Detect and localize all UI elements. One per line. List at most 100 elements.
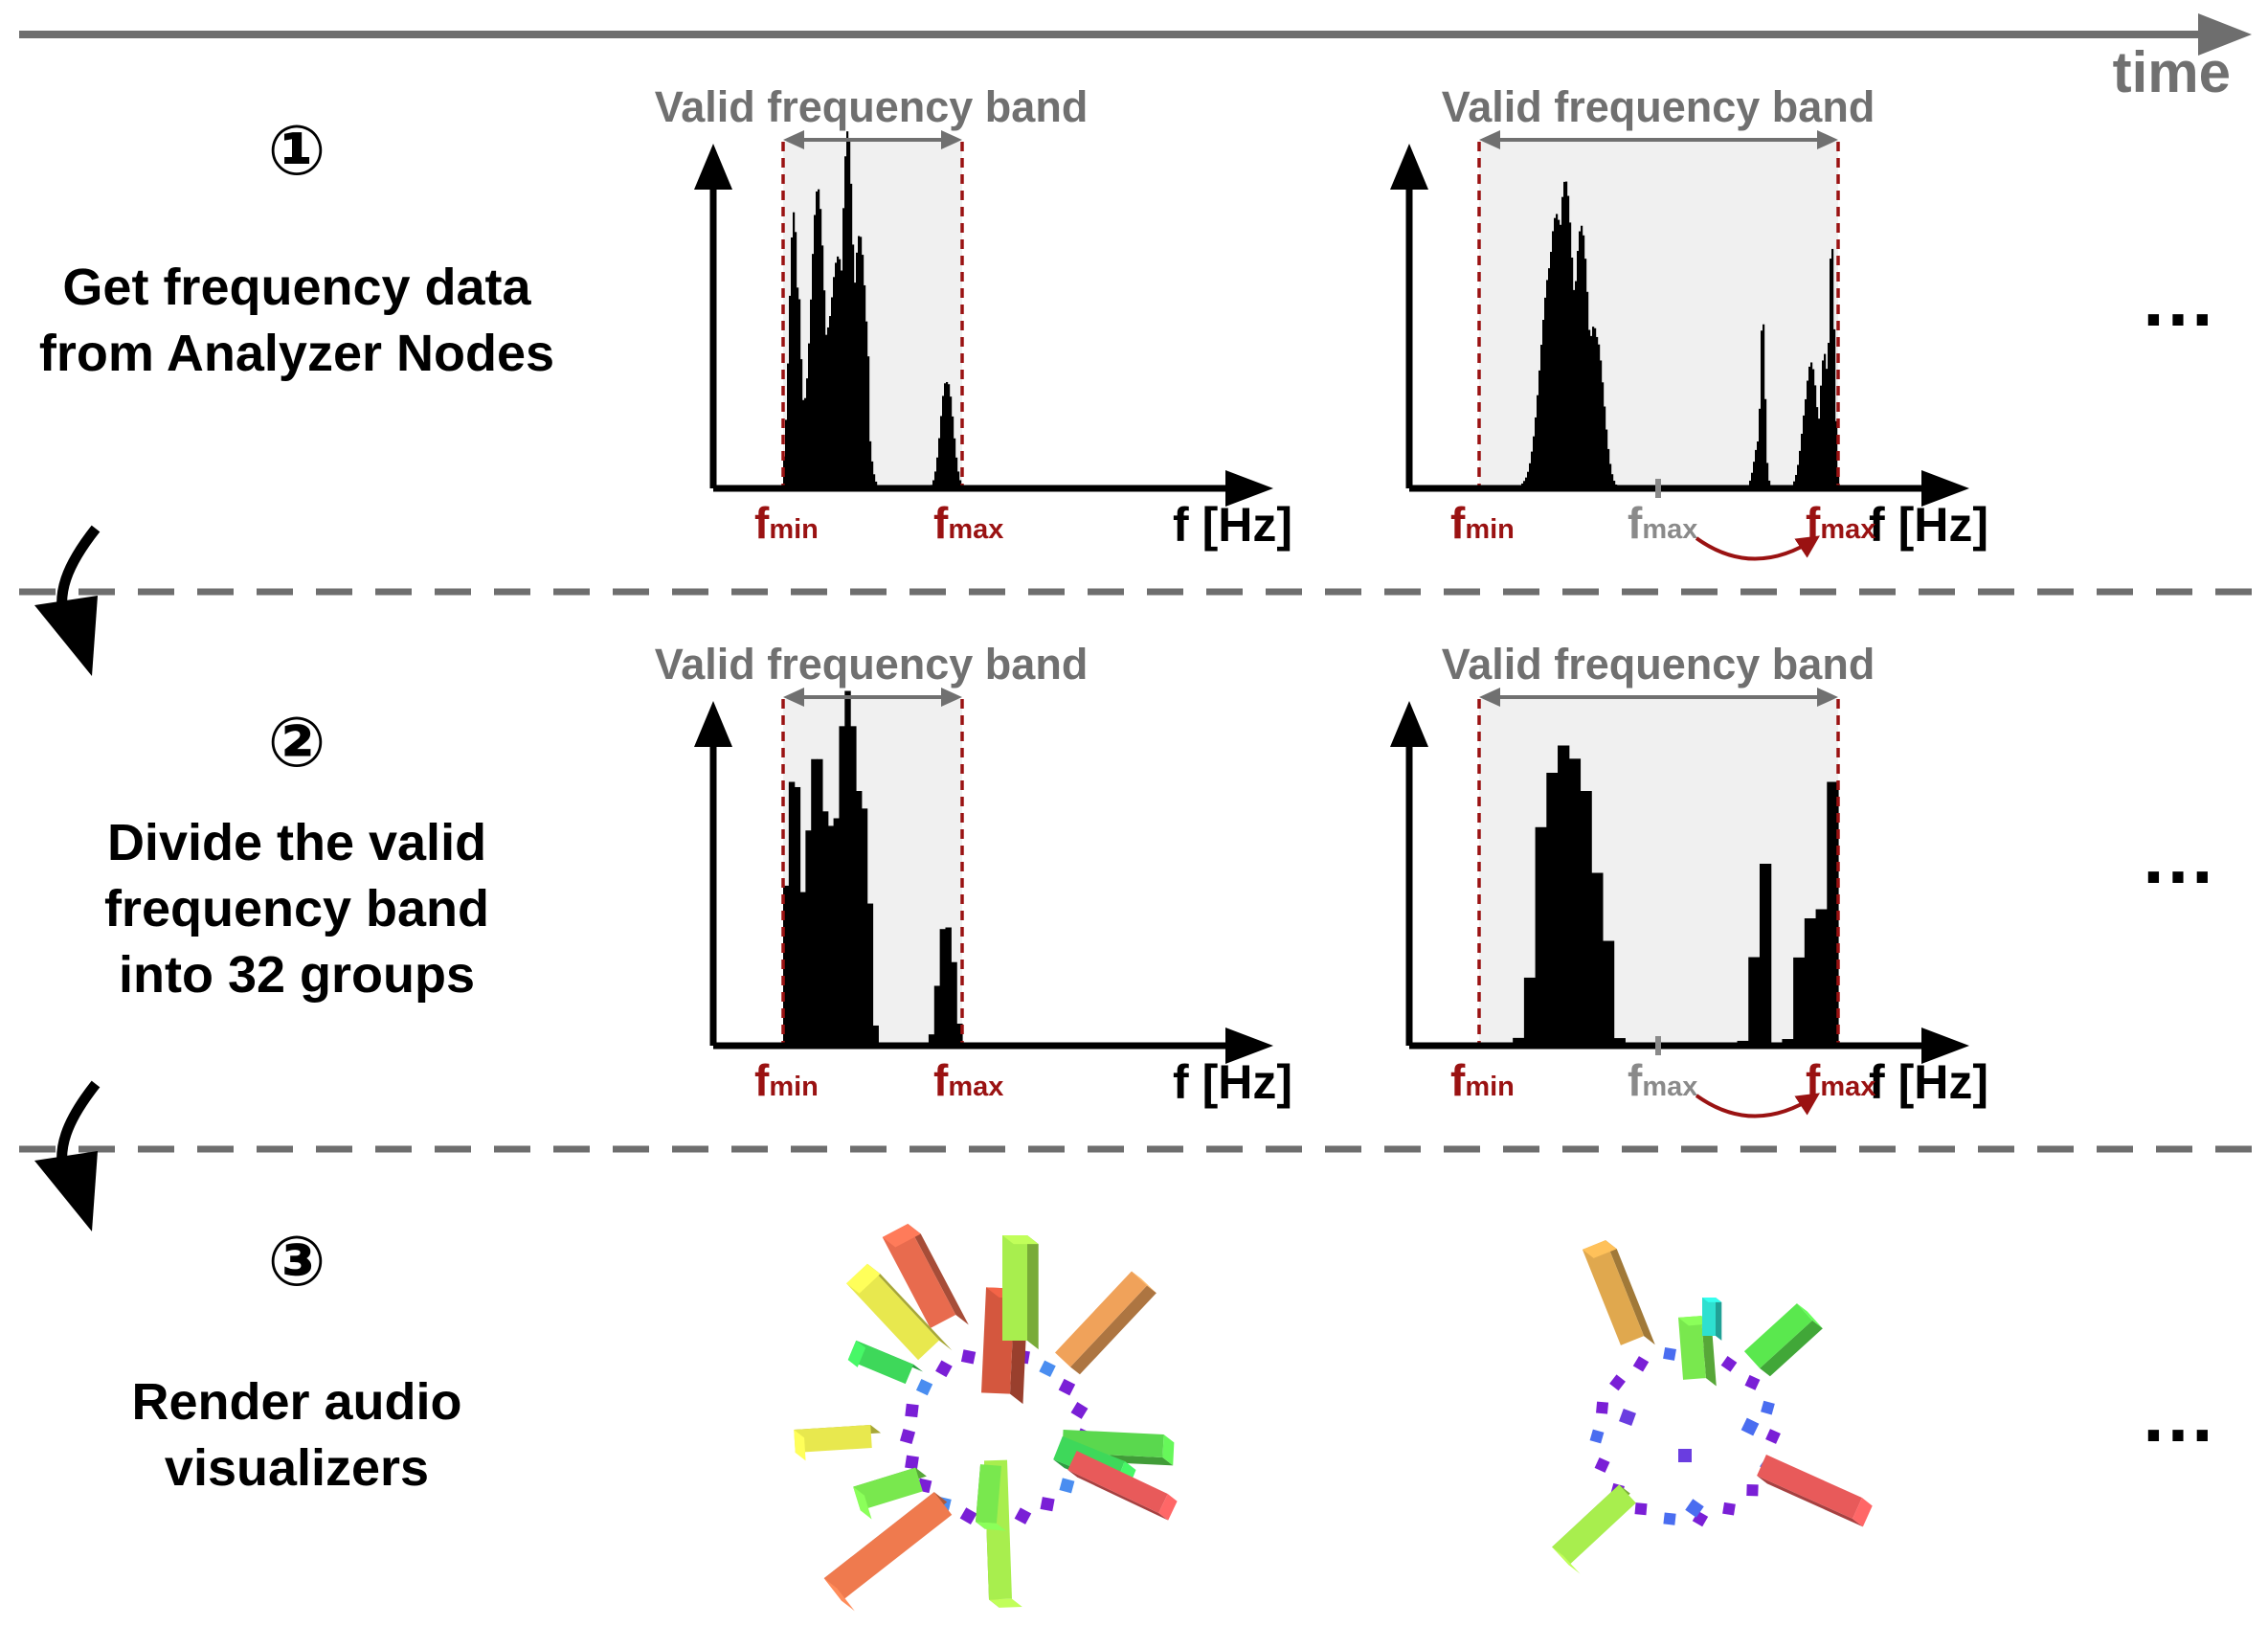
spectrum-bar [1820, 385, 1823, 488]
step-1-line-1: Get frequency data [62, 259, 531, 316]
visualizer-dot [1014, 1507, 1032, 1524]
spectrum-bar [802, 399, 805, 488]
bar-front [823, 1492, 953, 1601]
spectrum-bar [1808, 366, 1811, 488]
spectrum-bar [856, 252, 859, 488]
spectrum-bar [955, 457, 958, 488]
fmin-label: fmin [1450, 498, 1515, 548]
visualizer-bar [853, 1467, 927, 1520]
visualizer-bar [1743, 1303, 1823, 1377]
spectrum-bar [842, 208, 845, 488]
group-bar [1759, 864, 1772, 1046]
old-fmax-label-main: f [1628, 1055, 1643, 1105]
spectrum-bar [1598, 344, 1601, 488]
spectrum-bar [1768, 480, 1771, 488]
band-arrow-right-head [941, 130, 962, 149]
bar-cap [1853, 1498, 1873, 1527]
spectrum-bar [825, 334, 828, 488]
bar-side [1027, 1235, 1039, 1350]
step-2: ② Divide the valid frequency band into 3… [104, 702, 489, 1004]
spectrum-bar [1831, 248, 1834, 488]
spectrum-bar [839, 259, 842, 488]
spectrum-bar [1561, 196, 1564, 488]
spectrum-bar [1751, 472, 1754, 488]
visualizer-dot [1040, 1497, 1055, 1512]
spectrum-bar [1577, 251, 1580, 488]
visualizer-dot [1059, 1478, 1075, 1494]
spectrum-bar [1571, 258, 1574, 488]
fmin-label: fmin [754, 1055, 819, 1105]
spectrum-bar [1755, 449, 1758, 488]
spectrum-bar [1812, 369, 1815, 488]
visualizer-bar [1582, 1240, 1655, 1345]
spectrum-bar [940, 416, 943, 488]
visualizer-bar [794, 1425, 882, 1461]
group-bar [1568, 758, 1582, 1046]
bar-side [1760, 1320, 1823, 1377]
step-3-line-2: visualizers [165, 1439, 429, 1497]
group-bar [1613, 1038, 1626, 1046]
spectrum-bar [854, 282, 857, 488]
bar-cap [989, 1598, 1022, 1608]
spectrum-bar [1795, 474, 1798, 488]
spectrum-bar [1569, 222, 1572, 488]
spectrum-bar [1592, 327, 1595, 488]
spectrum-bar [823, 290, 826, 488]
fmin-label-main: f [754, 1055, 770, 1105]
fmax-label: fmax [933, 498, 1003, 548]
bar-cap [976, 1522, 1006, 1531]
visualizer-bar [823, 1492, 953, 1612]
spectrum-bar [957, 471, 960, 488]
spectrum-bar [1797, 464, 1800, 488]
group-bar [799, 892, 806, 1046]
group-bar [817, 758, 823, 1046]
spectrum-bar [1613, 481, 1616, 488]
spectrum-bars [783, 690, 963, 1046]
spectrum-bar [1548, 268, 1551, 488]
spectrum-bar [789, 295, 792, 488]
bar-cap [823, 1578, 855, 1612]
visualizer-bar [1067, 1451, 1178, 1521]
spectrum-bar [1600, 360, 1603, 488]
spectrum-bar [860, 237, 863, 488]
fmax-label-sub: max [948, 1072, 1003, 1102]
spectrum-bar [1828, 343, 1830, 488]
group-bar [855, 791, 863, 1046]
spectrum-bar [867, 356, 870, 488]
spectrum-bar [1588, 329, 1591, 488]
spectrum-bar [793, 212, 796, 489]
spectrum-bar [841, 270, 843, 488]
bar-cap [853, 1486, 872, 1520]
spectrum-bar [1830, 259, 1832, 488]
group-bar [821, 811, 829, 1046]
step-transition-arrow-1 [34, 525, 101, 676]
bar-cap [882, 1224, 921, 1248]
spectrum-bar [1527, 471, 1530, 488]
spectrum-bar [833, 277, 836, 488]
spectrum-bar [1833, 328, 1836, 488]
spectrum-bar [1546, 280, 1549, 488]
visualizer-bar [882, 1224, 969, 1328]
group-bar [839, 726, 845, 1046]
bar-cap [1702, 1298, 1722, 1302]
group-bar [866, 903, 874, 1046]
band-arrow-right-head [1817, 688, 1838, 707]
visualizer-bar [1702, 1298, 1722, 1341]
spectrum-bar [1749, 480, 1752, 488]
spectrum-bar [873, 474, 876, 488]
spectrum-bar [1805, 398, 1808, 488]
spectrum-bar [816, 191, 819, 488]
spectrum-bar [1826, 369, 1829, 488]
bar-cap [847, 1340, 866, 1367]
visualizer-dot [899, 1428, 916, 1445]
new-fmax-label-main: f [1806, 1055, 1821, 1105]
spectrum-bar [1602, 382, 1605, 488]
bar-cap [1162, 1434, 1175, 1466]
axis-label: f [Hz] [1173, 498, 1292, 552]
spectrum-bar [804, 397, 807, 488]
spectrum-bar [852, 244, 855, 488]
time-label: time [2113, 40, 2231, 104]
visualizer-dot [1765, 1429, 1781, 1444]
